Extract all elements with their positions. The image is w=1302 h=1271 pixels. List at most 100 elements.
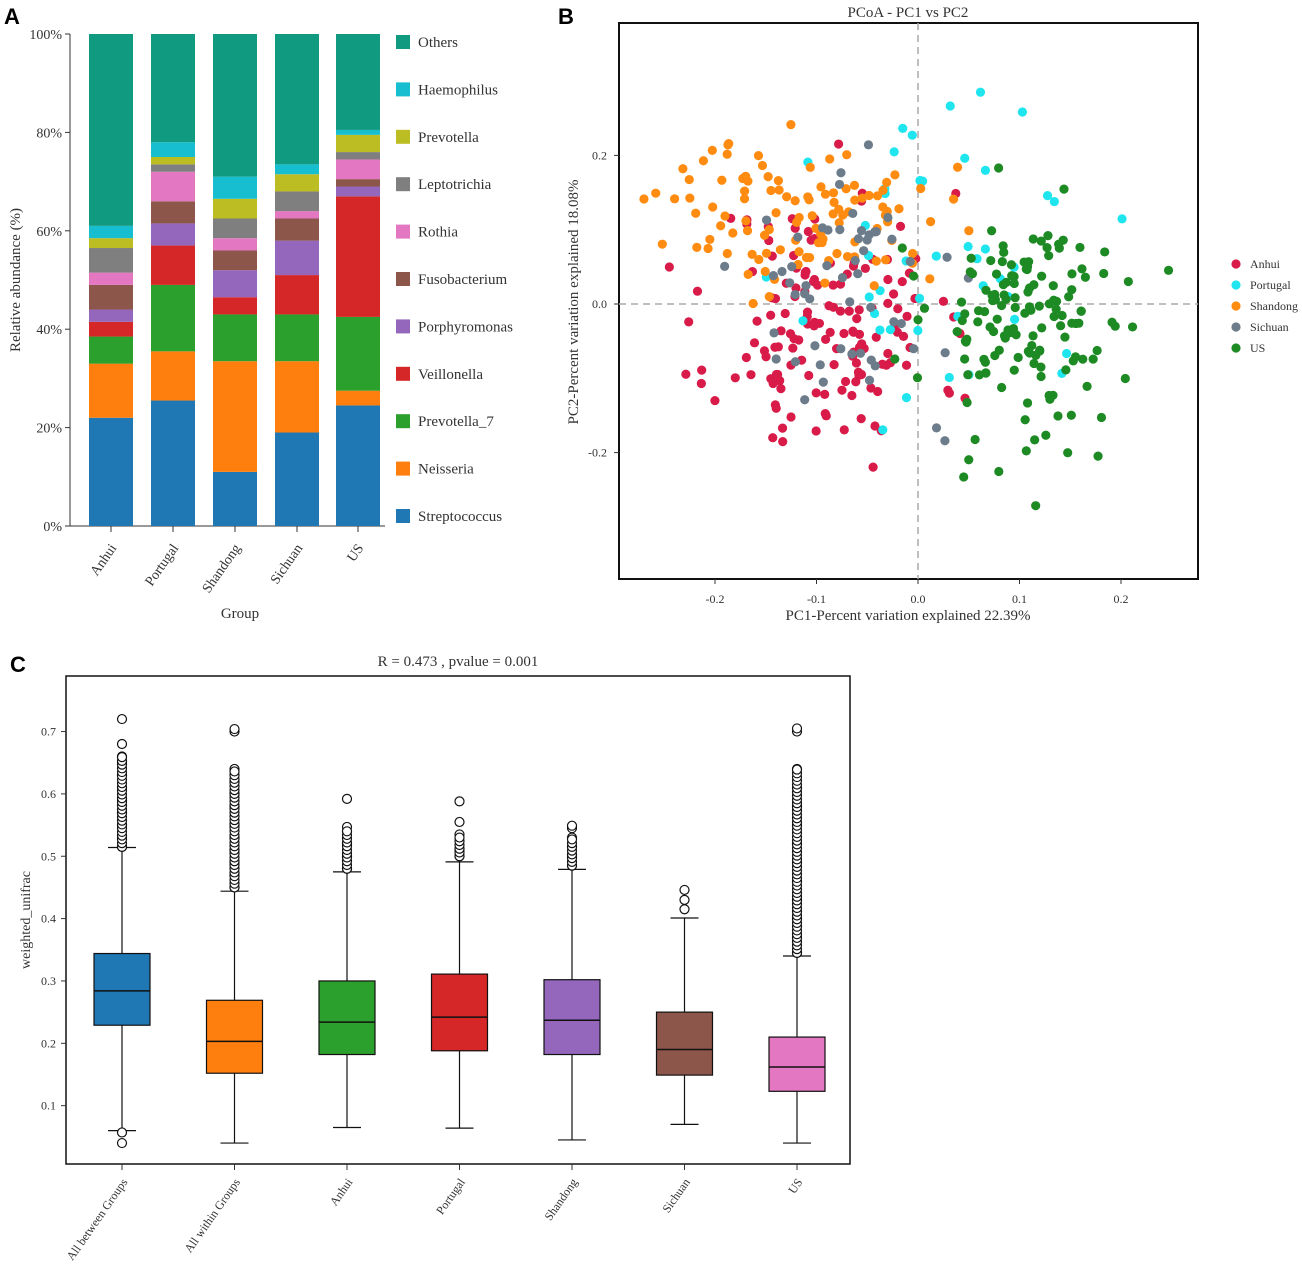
legend-swatch bbox=[396, 414, 410, 429]
point-us bbox=[1096, 412, 1107, 423]
bar-segment-fusobacterium bbox=[213, 250, 257, 271]
bar-segment-others bbox=[336, 34, 380, 130]
point-shandong bbox=[691, 208, 701, 218]
y-tick-label: 0.6 bbox=[41, 787, 56, 801]
point-shandong bbox=[790, 196, 800, 206]
point-shandong bbox=[657, 239, 667, 249]
point-shandong bbox=[834, 218, 844, 228]
point-us bbox=[1063, 448, 1073, 458]
box-all-between-groups bbox=[93, 952, 151, 1026]
bar-segment-rothia bbox=[89, 272, 133, 285]
point-anhui bbox=[944, 388, 954, 398]
y-tick-label: 0.0 bbox=[592, 297, 607, 311]
point-us bbox=[966, 253, 976, 263]
point-shandong bbox=[728, 228, 738, 238]
bar-segment-prevotella bbox=[213, 198, 257, 219]
bar-segment-prevotella-7 bbox=[89, 336, 133, 364]
point-shandong bbox=[948, 194, 959, 204]
bar-segment-prevotella-7 bbox=[275, 314, 319, 362]
point-sichuan bbox=[815, 360, 825, 370]
bar-segment-porphyromonas bbox=[213, 270, 257, 298]
point-us bbox=[1036, 236, 1046, 246]
point-sichuan bbox=[822, 261, 832, 271]
legend-swatch bbox=[396, 461, 410, 476]
outlier-point bbox=[116, 713, 128, 725]
point-shandong bbox=[832, 248, 842, 259]
point-sichuan bbox=[889, 317, 899, 327]
point-anhui bbox=[897, 276, 907, 287]
bar-segment-leptotrichia bbox=[275, 191, 319, 212]
box-portugal bbox=[430, 973, 489, 1052]
point-anhui bbox=[873, 386, 883, 397]
point-us bbox=[913, 315, 923, 325]
legend-swatch bbox=[396, 319, 410, 334]
point-anhui bbox=[749, 338, 760, 348]
bar-segment-leptotrichia bbox=[213, 218, 257, 239]
point-us bbox=[1070, 352, 1081, 362]
point-anhui bbox=[752, 316, 762, 326]
point-us bbox=[1029, 358, 1039, 369]
point-us bbox=[1037, 323, 1047, 333]
legend-label: Prevotella bbox=[418, 130, 479, 146]
point-anhui bbox=[883, 298, 893, 308]
point-us bbox=[1036, 371, 1046, 382]
point-anhui bbox=[770, 400, 780, 410]
point-us bbox=[1009, 365, 1019, 375]
point-sichuan bbox=[853, 234, 864, 244]
point-us bbox=[1028, 331, 1038, 341]
point-shandong bbox=[708, 202, 718, 212]
point-us bbox=[1031, 501, 1041, 511]
y-axis-title: PC2-Percent variation explained 18.08% bbox=[566, 180, 582, 425]
legend-marker bbox=[1231, 280, 1241, 290]
point-us bbox=[1060, 332, 1070, 342]
point-anhui bbox=[839, 425, 849, 435]
bar-segment-streptococcus bbox=[275, 432, 319, 526]
point-anhui bbox=[768, 433, 778, 443]
point-us bbox=[1013, 352, 1023, 363]
point-us bbox=[1064, 292, 1074, 302]
point-anhui bbox=[802, 307, 813, 317]
point-anhui bbox=[771, 369, 781, 380]
y-tick-label: 20% bbox=[36, 422, 62, 437]
point-us bbox=[964, 455, 974, 465]
point-us bbox=[987, 226, 997, 236]
legend-marker bbox=[1231, 301, 1241, 311]
point-us bbox=[1021, 446, 1031, 456]
point-shandong bbox=[834, 204, 844, 214]
y-axis-title: weighted_unifrac bbox=[19, 871, 34, 969]
box-us bbox=[768, 1036, 826, 1092]
point-sichuan bbox=[800, 395, 810, 405]
point-us bbox=[956, 297, 967, 307]
bar-segment-fusobacterium bbox=[151, 201, 195, 224]
point-us bbox=[965, 267, 975, 277]
point-anhui bbox=[851, 358, 862, 368]
point-shandong bbox=[754, 254, 764, 265]
legend-label: Sichuan bbox=[1250, 320, 1289, 334]
point-portugal bbox=[885, 324, 895, 335]
point-shandong bbox=[740, 186, 750, 196]
point-anhui bbox=[898, 331, 909, 341]
point-shandong bbox=[820, 189, 831, 199]
point-sichuan bbox=[859, 246, 869, 256]
point-us bbox=[1009, 278, 1019, 289]
point-sichuan bbox=[835, 225, 845, 235]
point-shandong bbox=[761, 248, 772, 258]
point-shandong bbox=[763, 172, 773, 182]
point-sichuan bbox=[834, 179, 845, 190]
point-us bbox=[1082, 381, 1092, 392]
point-us bbox=[986, 255, 996, 266]
point-sichuan bbox=[883, 212, 893, 223]
point-us bbox=[973, 317, 983, 327]
point-shandong bbox=[757, 160, 768, 171]
point-us bbox=[1054, 243, 1064, 253]
point-sichuan bbox=[836, 344, 846, 354]
bar-segment-haemophilus bbox=[336, 129, 380, 135]
point-sichuan bbox=[810, 341, 820, 351]
x-tick-label: Portugal bbox=[433, 1175, 468, 1217]
point-portugal bbox=[875, 325, 885, 335]
point-shandong bbox=[773, 176, 783, 186]
point-sichuan bbox=[862, 235, 872, 245]
point-portugal bbox=[898, 123, 908, 133]
outlier-point bbox=[791, 764, 803, 775]
point-us bbox=[985, 322, 995, 332]
